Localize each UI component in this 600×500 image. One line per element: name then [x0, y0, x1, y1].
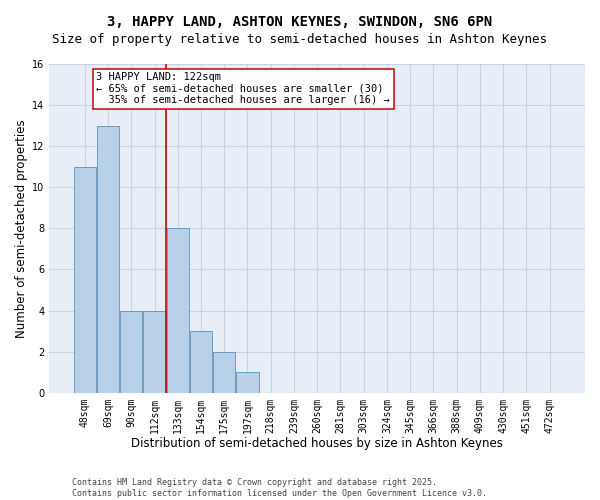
Text: Size of property relative to semi-detached houses in Ashton Keynes: Size of property relative to semi-detach… — [53, 32, 548, 46]
Text: 3, HAPPY LAND, ASHTON KEYNES, SWINDON, SN6 6PN: 3, HAPPY LAND, ASHTON KEYNES, SWINDON, S… — [107, 15, 493, 29]
Bar — [213, 352, 235, 393]
Bar — [167, 228, 189, 392]
Bar — [190, 331, 212, 392]
X-axis label: Distribution of semi-detached houses by size in Ashton Keynes: Distribution of semi-detached houses by … — [131, 437, 503, 450]
Bar — [143, 310, 166, 392]
Text: Contains HM Land Registry data © Crown copyright and database right 2025.
Contai: Contains HM Land Registry data © Crown c… — [72, 478, 487, 498]
Bar — [97, 126, 119, 392]
Bar — [120, 310, 142, 392]
Bar — [74, 166, 96, 392]
Y-axis label: Number of semi-detached properties: Number of semi-detached properties — [15, 119, 28, 338]
Text: 3 HAPPY LAND: 122sqm
← 65% of semi-detached houses are smaller (30)
  35% of sem: 3 HAPPY LAND: 122sqm ← 65% of semi-detac… — [97, 72, 390, 106]
Bar — [236, 372, 259, 392]
